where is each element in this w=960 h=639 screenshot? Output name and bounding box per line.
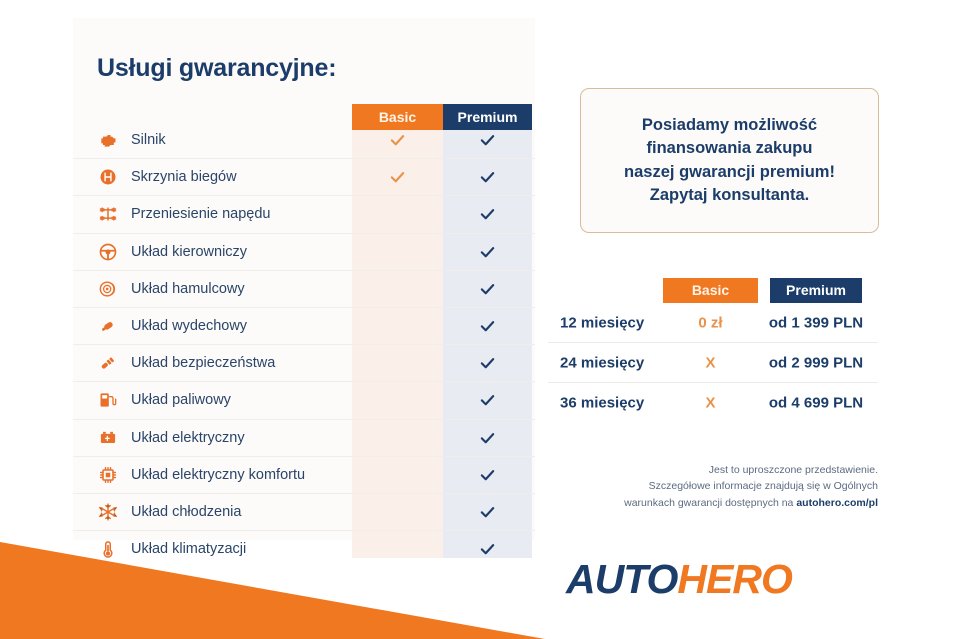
financing-promo-box: Posiadamy możliwość finansowania zakupu …: [580, 88, 879, 233]
service-row-label: Układ chłodzenia: [131, 503, 242, 520]
service-row: Układ elektryczny komfortu: [73, 457, 535, 494]
price-premium-value: od 4 699 PLN: [768, 394, 864, 411]
service-basic-mark: [352, 169, 443, 186]
service-premium-mark: [443, 243, 532, 260]
service-row-label: Układ klimatyzacji: [131, 541, 247, 558]
engine-icon: [97, 129, 119, 151]
autohero-logo: AUTOHERO: [566, 556, 793, 603]
gearbox-icon: [97, 166, 119, 188]
service-row: Układ hamulcowy: [73, 271, 535, 308]
price-col-header-premium: Premium: [770, 278, 862, 303]
service-row-label: Układ elektryczny: [131, 429, 245, 446]
service-row: Układ bezpieczeństwa: [73, 345, 535, 383]
service-row-label: Układ hamulcowy: [131, 280, 245, 297]
fineprint-line-3-prefix: warunkach gwarancji dostępnych na: [624, 496, 797, 509]
service-premium-mark: [443, 169, 532, 186]
service-row: Układ wydechowy: [73, 308, 535, 346]
fineprint-url[interactable]: autohero.com/pl: [796, 496, 878, 509]
seatbelt-icon: [97, 352, 119, 374]
price-term: 36 miesięcy: [560, 394, 645, 411]
drivetrain-icon: [97, 203, 119, 225]
price-table: Basic Premium 12 miesięcy 0 zł od 1 399 PL…: [548, 278, 878, 422]
service-rows: Silnik Skrzynia biegów Przeniesienie napęd…: [73, 122, 535, 567]
price-premium-value: od 1 399 PLN: [768, 314, 864, 331]
service-premium-mark: [443, 206, 532, 223]
basic-column-band: [352, 122, 443, 558]
promo-line: Zapytaj konsultanta.: [649, 185, 810, 204]
price-basic-value: 0 zł: [698, 314, 723, 331]
service-row: Skrzynia biegów: [73, 159, 535, 197]
service-premium-mark: [443, 541, 532, 558]
service-premium-mark: [443, 429, 532, 446]
service-row-label: Układ wydechowy: [131, 318, 248, 335]
steering-wheel-icon: [97, 241, 119, 263]
chip-icon: [97, 464, 119, 486]
price-col-header-basic: Basic: [663, 278, 758, 303]
service-basic-mark: [352, 132, 443, 149]
service-row-label: Skrzynia biegów: [131, 169, 237, 186]
fineprint-line-2: Szczegółowe informacje znajdują się w Og…: [648, 480, 878, 493]
price-term: 24 miesięcy: [560, 354, 645, 371]
service-premium-mark: [443, 503, 532, 520]
service-premium-mark: [443, 466, 532, 483]
service-row-label: Silnik: [131, 132, 166, 149]
service-row-label: Przeniesienie napędu: [131, 206, 271, 223]
promo-line: finansowania zakupu: [646, 139, 813, 158]
service-premium-mark: [443, 132, 532, 149]
logo-auto: AUTO: [566, 556, 678, 602]
service-col-header-premium: Premium: [443, 104, 532, 130]
price-basic-value: X: [705, 354, 716, 371]
service-row: Układ paliwowy: [73, 382, 535, 420]
thermometer-icon: [97, 538, 119, 560]
service-row-label: Układ paliwowy: [131, 392, 231, 409]
service-premium-mark: [443, 355, 532, 372]
service-row: Układ chłodzenia: [73, 494, 535, 532]
fineprint-line-1: Jest to uproszczone przedstawienie.: [708, 464, 878, 476]
fineprint: Jest to uproszczone przedstawienie. Szcz…: [548, 462, 878, 511]
service-row: Silnik: [73, 122, 535, 160]
page-title: Usługi gwarancyjne:: [97, 54, 337, 82]
service-row: Układ kierowniczy: [73, 234, 535, 271]
price-premium-value: od 2 999 PLN: [768, 354, 864, 371]
service-premium-mark: [443, 280, 532, 297]
service-row-label: Układ bezpieczeństwa: [131, 355, 276, 372]
price-basic-value: X: [705, 394, 716, 411]
battery-icon: [97, 427, 119, 449]
snowflake-icon: [97, 501, 119, 523]
promo-line: naszej gwarancji premium!: [624, 162, 835, 181]
service-premium-mark: [443, 318, 532, 335]
price-term: 12 miesięcy: [560, 314, 645, 331]
logo-hero: HERO: [677, 556, 792, 602]
service-row-label: Układ kierowniczy: [131, 243, 248, 260]
premium-column-band: [443, 122, 532, 558]
service-row-label: Układ elektryczny komfortu: [131, 466, 306, 483]
service-row: Układ elektryczny: [73, 420, 535, 457]
service-row: Układ klimatyzacji: [73, 531, 535, 567]
price-row: 12 miesięcy 0 zł od 1 399 PLN: [548, 303, 878, 343]
exhaust-icon: [97, 315, 119, 337]
service-premium-mark: [443, 392, 532, 409]
service-col-header-basic: Basic: [352, 104, 443, 130]
fineprint-line-3: warunkach gwarancji dostępnych na autohe…: [548, 495, 878, 511]
services-card: Usługi gwarancyjne: Basic Premium Silnik…: [73, 18, 535, 558]
fuel-pump-icon: [97, 389, 119, 411]
promo-line: Posiadamy możliwość: [641, 115, 818, 134]
service-row: Przeniesienie napędu: [73, 196, 535, 234]
brake-disc-icon: [97, 278, 119, 300]
price-table-header: Basic Premium: [548, 278, 878, 303]
